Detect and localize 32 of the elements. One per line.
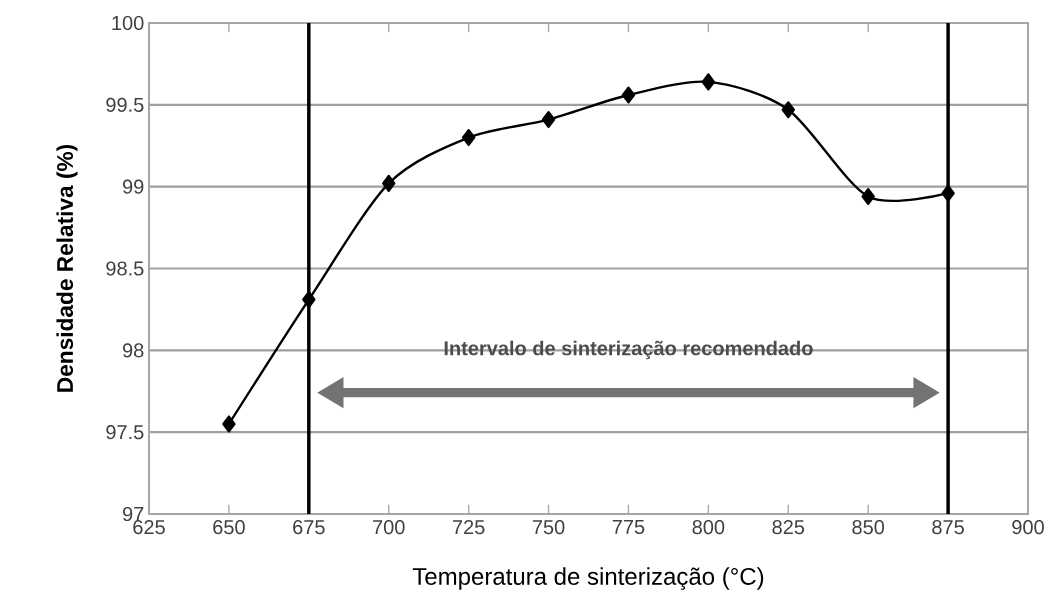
x-axis-title: Temperatura de sinterização (°C) bbox=[412, 567, 764, 590]
x-tick-label: 900 bbox=[1012, 520, 1044, 535]
point bbox=[461, 129, 476, 147]
point bbox=[541, 111, 556, 129]
y-tick-label: 98.5 bbox=[106, 261, 144, 276]
y-tick-label: 99 bbox=[122, 179, 144, 194]
y-tick-label: 97 bbox=[122, 506, 144, 522]
x-tick-label: 825 bbox=[772, 520, 805, 535]
x-tick-label: 725 bbox=[452, 520, 485, 535]
point bbox=[781, 101, 795, 119]
point bbox=[222, 415, 236, 433]
x-tick-label: 700 bbox=[373, 520, 405, 535]
y-tick-label: 100 bbox=[112, 15, 144, 31]
x-tick-label: 875 bbox=[932, 520, 964, 535]
y-tick-label: 98 bbox=[122, 343, 144, 358]
y-tick-label: 97.5 bbox=[106, 425, 144, 440]
y-tick-label: 99.5 bbox=[106, 97, 144, 112]
x-tick-label: 650 bbox=[213, 520, 245, 535]
annotation: Intervalo de sinterização recomendado bbox=[444, 340, 813, 360]
x-tick-label: 675 bbox=[293, 520, 325, 535]
point bbox=[701, 73, 716, 91]
x-tick-label: 775 bbox=[612, 520, 645, 534]
x-tick-label: 850 bbox=[852, 520, 885, 535]
point bbox=[941, 184, 955, 202]
x-tick-label: 625 bbox=[133, 520, 165, 535]
x-tick-label: 800 bbox=[692, 520, 725, 535]
point bbox=[621, 86, 636, 104]
y-axis-title: Densidade Relativa (%) bbox=[56, 144, 78, 392]
x-tick-label: 750 bbox=[532, 520, 565, 535]
point bbox=[861, 187, 875, 206]
point bbox=[382, 174, 396, 192]
point bbox=[302, 291, 316, 309]
